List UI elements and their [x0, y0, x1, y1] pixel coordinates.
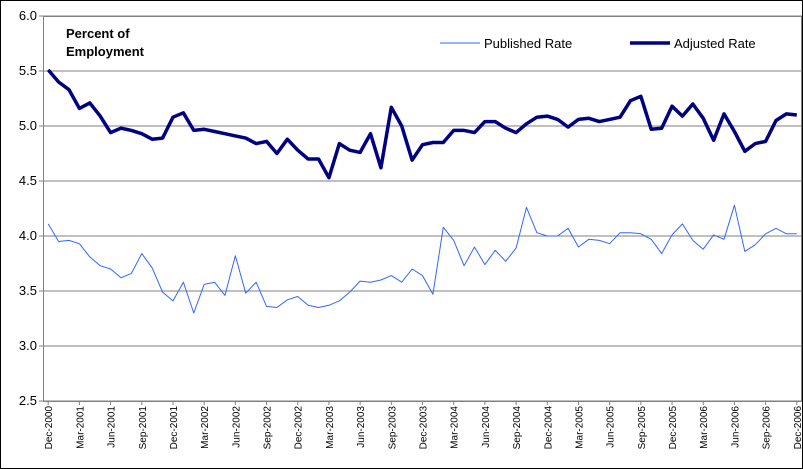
x-tick-label: Mar-2003	[325, 406, 336, 449]
x-tick-label: Mar-2006	[699, 406, 710, 449]
x-tick-label: Dec-2001	[169, 406, 180, 450]
x-tick-label: Sep-2002	[263, 406, 274, 450]
x-tick-label: Dec-2003	[419, 406, 430, 450]
plot-area	[43, 16, 802, 402]
x-tick-label: Sep-2001	[138, 406, 149, 450]
y-tick-label: 4.5	[19, 173, 37, 188]
y-tick-label: 5.0	[19, 118, 37, 133]
x-tick-label: Sep-2006	[762, 406, 773, 450]
legend-label: Adjusted Rate	[674, 36, 756, 51]
x-tick-label: Mar-2004	[450, 406, 461, 449]
annotation: Employment	[66, 44, 145, 59]
y-tick-label: 5.5	[19, 63, 37, 78]
x-tick-label: Mar-2002	[200, 406, 211, 449]
x-tick-label: Jun-2001	[107, 406, 118, 448]
y-tick-label: 6.0	[19, 8, 37, 23]
x-tick-label: Dec-2004	[543, 406, 554, 450]
x-tick-label: Jun-2004	[481, 406, 492, 448]
annotation: Percent of	[66, 26, 130, 41]
y-tick-label: 4.0	[19, 228, 37, 243]
x-tick-label: Sep-2003	[387, 406, 398, 450]
y-tick-label: 2.5	[19, 393, 37, 408]
x-tick-label: Jun-2006	[730, 406, 741, 448]
x-tick-label: Jun-2003	[356, 406, 367, 448]
x-tick-label: Sep-2004	[512, 406, 523, 450]
x-tick-label: Mar-2005	[574, 406, 585, 449]
x-tick-label: Mar-2001	[75, 406, 86, 449]
data-line	[47, 204, 797, 314]
x-tick-label: Dec-2000	[44, 406, 55, 450]
x-tick-label: Sep-2005	[637, 406, 648, 450]
x-tick-label: Dec-2006	[793, 406, 803, 450]
x-tick-label: Jun-2005	[606, 406, 617, 448]
x-tick-label: Dec-2002	[294, 406, 305, 450]
y-tick-label: 3.5	[19, 283, 37, 298]
x-tick-label: Dec-2005	[668, 406, 679, 450]
x-tick-label: Jun-2002	[231, 406, 242, 448]
data-line	[46, 68, 797, 180]
legend-label: Published Rate	[484, 36, 572, 51]
y-tick-label: 3.0	[19, 338, 37, 353]
